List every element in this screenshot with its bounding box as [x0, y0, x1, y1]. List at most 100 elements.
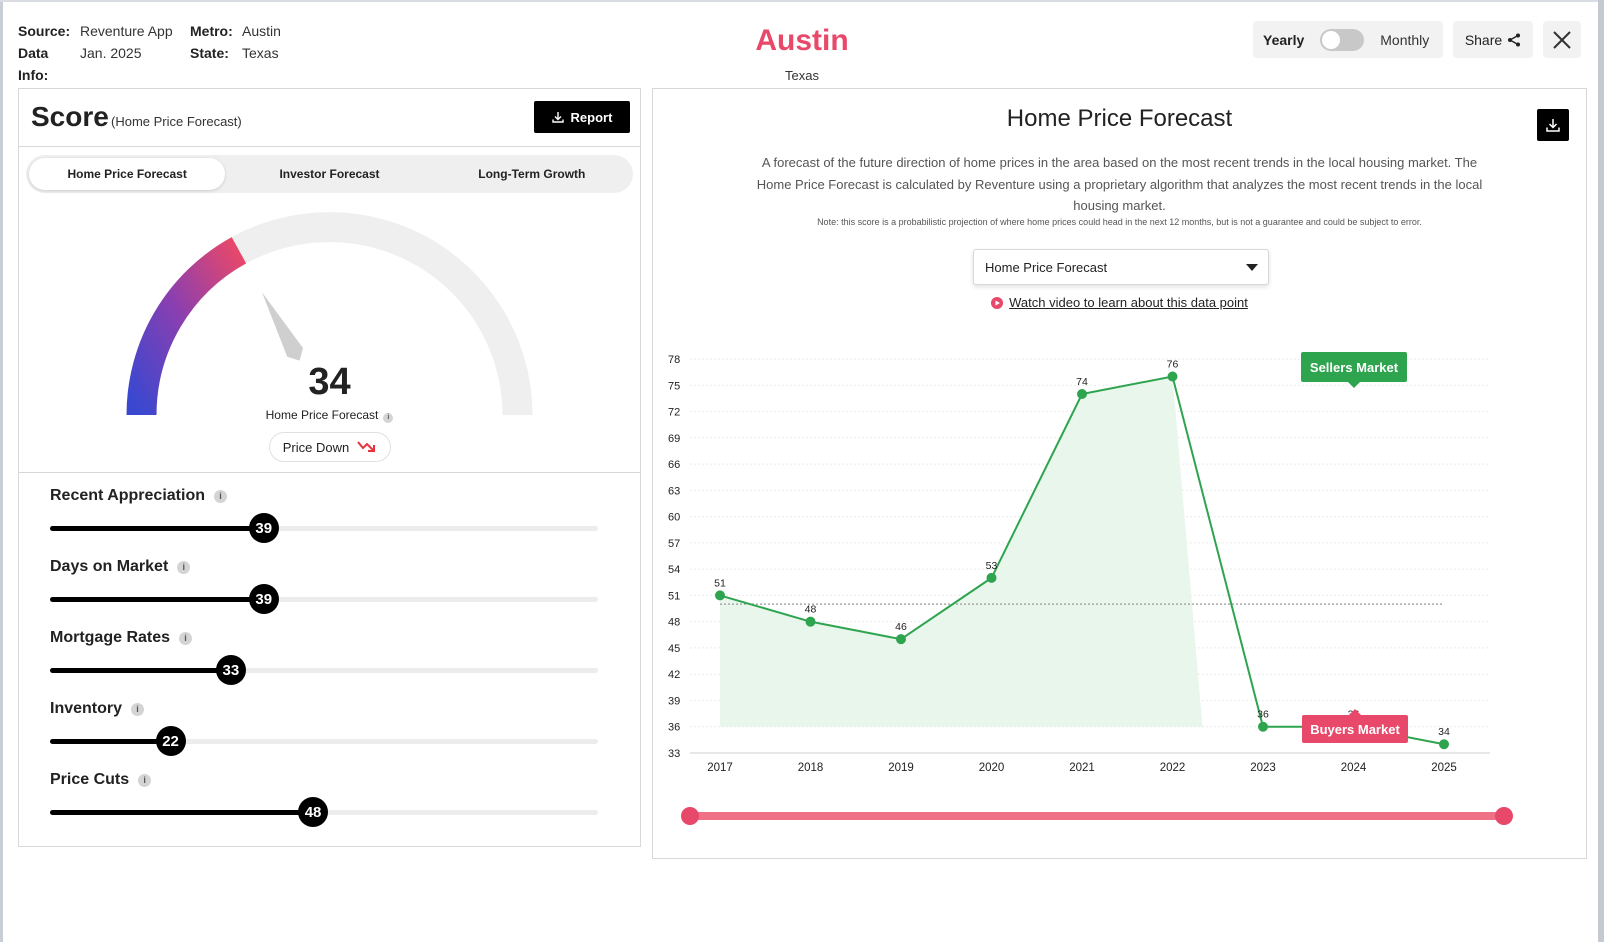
score-gauge: 34 Home Price Forecast i Price Down [19, 199, 640, 462]
sellers-market-badge [1301, 352, 1407, 382]
y-tick-label: 75 [668, 380, 680, 392]
status-badge: Price Down [269, 432, 391, 462]
gauge-value: 34 [308, 361, 351, 403]
metro-label: Metro: [190, 23, 233, 39]
video-link[interactable]: Watch video to learn about this data poi… [653, 295, 1586, 310]
metric-recent-appreciation: Recent Appreciation i 39 [50, 473, 610, 543]
data-label: 36 [1257, 709, 1269, 721]
chart-download-button[interactable] [1537, 109, 1569, 141]
data-point [1439, 739, 1449, 750]
metric-label-text: Inventory [50, 700, 123, 717]
y-tick-label: 36 [668, 722, 680, 734]
metric-thumb[interactable]: 39 [248, 513, 279, 543]
x-tick-label: 2019 [888, 762, 914, 774]
metric-fill [50, 810, 314, 815]
data-point [1167, 371, 1178, 382]
metric-label-text: Price Cuts [50, 771, 130, 788]
range-slider-start-handle[interactable] [681, 807, 699, 825]
frame-edge-top [0, 0, 1604, 2]
chart-note: Note: this score is a probabilistic proj… [817, 217, 1422, 227]
data-point [715, 590, 725, 601]
metric-label-text: Recent Appreciation [50, 487, 205, 504]
info-icon[interactable]: i [177, 560, 191, 574]
close-icon [1553, 30, 1571, 49]
tab-long-term-growth[interactable]: Long-Term Growth [478, 167, 586, 181]
x-tick-label: 2024 [1341, 762, 1367, 774]
report-button[interactable]: Report [534, 101, 630, 133]
city-title: Austin [755, 24, 849, 57]
metric-thumb[interactable]: 48 [298, 797, 329, 827]
range-slider-end-handle[interactable] [1495, 807, 1513, 825]
x-tick-label: 2025 [1431, 762, 1457, 774]
y-tick-label: 60 [668, 512, 680, 524]
data-label: 76 [1167, 359, 1179, 371]
chart-title: Home Price Forecast [1006, 105, 1233, 132]
metric-track: 39 [50, 584, 598, 614]
buyers-market-pointer [1349, 709, 1361, 715]
share-icon [1508, 33, 1521, 46]
data-label: 53 [986, 560, 998, 572]
data-point [805, 616, 816, 627]
data-label: 46 [895, 621, 907, 633]
metric-label-text: Mortgage Rates [50, 629, 171, 646]
metric-label: Days on Market i [50, 558, 610, 576]
sellers-market-pointer [1348, 382, 1360, 388]
monthly-option[interactable]: Monthly [1380, 31, 1430, 48]
state-label: State: [190, 45, 229, 61]
toggle-knob [1322, 30, 1341, 49]
score-title: Score [31, 101, 109, 132]
info-icon[interactable]: i [214, 489, 227, 503]
forecast-chart: 33 36 39 42 45 48 51 54 57 60 63 66 69 72 75 78 2017 2018… [668, 352, 1513, 825]
metric-price-cuts: Price Cuts i 48 [50, 757, 610, 827]
frame-edge-left [0, 0, 3, 942]
metric-thumb[interactable]: 39 [248, 584, 279, 614]
metric-select[interactable]: Home Price Forecast [973, 249, 1269, 285]
metric-label: Inventory i [50, 700, 610, 718]
metro-value: Austin [242, 23, 281, 39]
metric-label: Price Cuts i [50, 771, 610, 789]
play-icon [991, 296, 1004, 309]
close-button[interactable] [1543, 21, 1581, 58]
city-subtitle: Texas [785, 68, 819, 83]
data-info-label: Data Info: [18, 45, 49, 83]
info-icon[interactable]: i [383, 412, 394, 423]
source-value: Reventure App [80, 23, 173, 39]
buyers-market-badge [1302, 715, 1408, 743]
status-text: Price Down [282, 439, 350, 455]
x-tick-label: 2023 [1250, 762, 1276, 774]
metric-track: 33 [50, 655, 598, 685]
data-label: 34 [1438, 726, 1450, 738]
metric-label: Recent Appreciation i [50, 487, 610, 505]
metric-mortgage-rates: Mortgage Rates i 33 [50, 615, 610, 685]
gauge-label: Home Price Forecast i [19, 408, 640, 423]
metric-thumb[interactable]: 33 [215, 655, 246, 685]
y-tick-label: 39 [668, 695, 680, 707]
data-info-value: Jan. 2025 [80, 45, 142, 61]
tab-home-price-forecast[interactable]: Home Price Forecast [29, 158, 226, 190]
metric-days-on-market: Days on Market i 39 [50, 544, 610, 614]
data-point [986, 572, 997, 583]
state-value: Texas [242, 45, 279, 61]
y-tick-label: 63 [668, 485, 680, 497]
info-icon[interactable]: i [179, 631, 193, 645]
y-tick-label: 72 [668, 407, 680, 419]
data-point [896, 634, 906, 645]
y-tick-label: 57 [668, 538, 680, 550]
info-icon[interactable]: i [138, 773, 152, 787]
period-toggle: Yearly Monthly [1253, 21, 1443, 58]
tab-investor-forecast[interactable]: Investor Forecast [279, 167, 380, 181]
yearly-option[interactable]: Yearly [1263, 31, 1305, 48]
source-label: Source: [18, 23, 71, 39]
metric-fill [50, 739, 171, 744]
metric-thumb[interactable]: 22 [155, 726, 186, 756]
period-toggle-switch[interactable] [1320, 28, 1365, 51]
score-subtitle: (Home Price Forecast) [111, 114, 242, 129]
info-icon[interactable]: i [131, 702, 145, 716]
meta-row-2: Data Info: Jan. 2025 State: Texas [18, 42, 281, 86]
gauge-fill [126, 237, 247, 416]
metric-track: 22 [50, 726, 598, 756]
sellers-market-label: Sellers Market [1310, 360, 1399, 375]
share-button[interactable]: Share [1453, 21, 1533, 58]
download-icon [1546, 119, 1560, 132]
area-fill [720, 376, 1203, 727]
